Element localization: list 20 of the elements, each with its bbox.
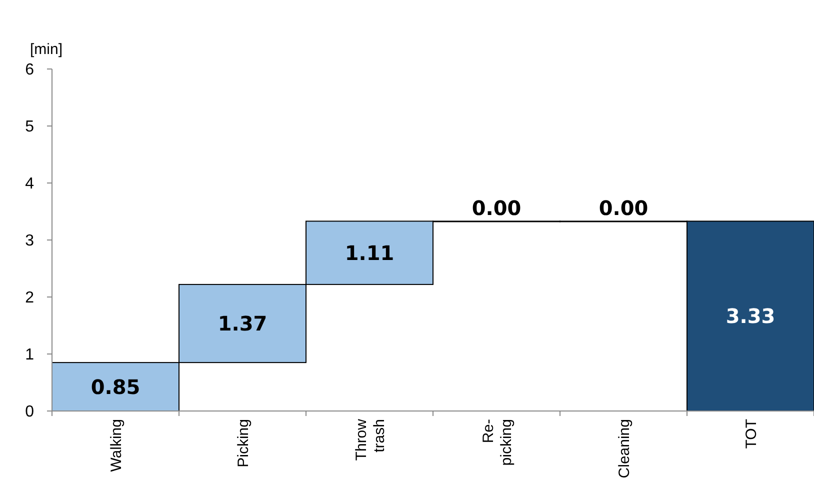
y-tick-label: 2 [25, 290, 34, 307]
y-tick-label: 0 [25, 404, 34, 421]
data-label: 3.33 [726, 304, 776, 328]
x-tick-label: Picking [234, 419, 252, 468]
x-tick-label: Walking [108, 419, 125, 472]
y-tick-label: 6 [25, 62, 34, 79]
data-label: 1.37 [218, 312, 268, 336]
y-tick-label: 4 [25, 176, 34, 193]
data-label: 0.00 [598, 196, 648, 220]
y-tick-label: 3 [25, 232, 34, 250]
data-label: 0.85 [90, 374, 140, 399]
y-axis-title: [min] [30, 41, 63, 58]
x-tick-label: Re- picking [480, 418, 515, 466]
y-tick-label: 5 [25, 118, 34, 136]
data-label: 0.00 [472, 196, 522, 220]
data-label: 1.11 [344, 240, 394, 265]
y-tick-label: 1 [25, 346, 34, 364]
x-tick-label: TOT [742, 419, 760, 449]
x-tick-label: Cleaning [616, 419, 633, 478]
x-tick-label: Throw trash [352, 418, 388, 461]
